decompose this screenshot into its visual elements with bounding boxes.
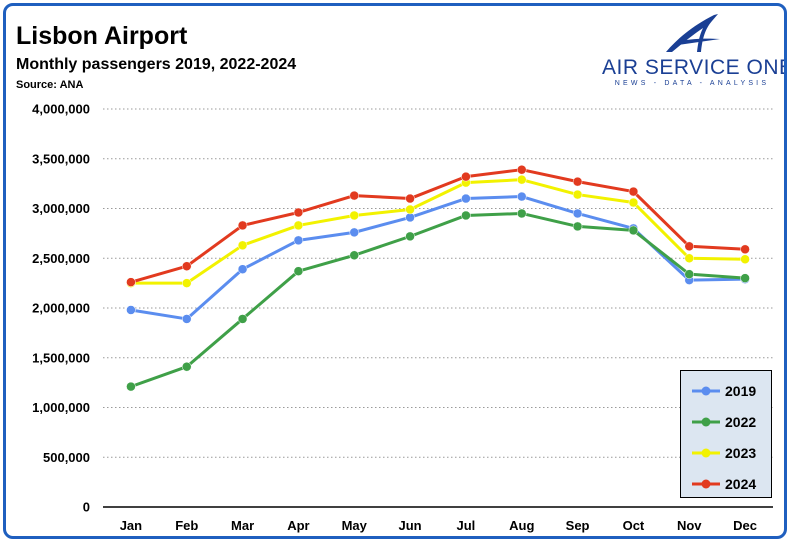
x-tick-label: Aug bbox=[509, 518, 534, 533]
y-tick-label: 500,000 bbox=[43, 450, 90, 465]
legend-item-2024: 2024 bbox=[691, 474, 771, 494]
data-point bbox=[684, 269, 694, 279]
x-tick-label: Jun bbox=[399, 518, 422, 533]
y-tick-label: 1,000,000 bbox=[32, 400, 90, 415]
data-point bbox=[628, 186, 639, 197]
stylized-a-plane-icon bbox=[666, 14, 720, 52]
data-point bbox=[182, 261, 192, 271]
x-tick-label: Feb bbox=[175, 518, 198, 533]
y-tick-label: 4,000,000 bbox=[32, 102, 90, 117]
legend-item-2019: 2019 bbox=[691, 381, 771, 401]
data-point bbox=[517, 164, 527, 175]
data-point bbox=[293, 220, 304, 231]
legend-swatch bbox=[692, 448, 720, 458]
y-tick-label: 3,500,000 bbox=[32, 151, 90, 166]
legend-label: 2023 bbox=[725, 445, 757, 461]
data-point bbox=[517, 208, 527, 219]
line-chart: 0 500,000 1,000,000 1,500,000 2,000,000 2,500… bbox=[32, 102, 773, 533]
series-2024 bbox=[126, 164, 750, 287]
data-point bbox=[684, 241, 694, 252]
x-axis-ticks: Jan Feb Mar Apr May Jun Jul Aug Sep Oct Nov Dec bbox=[120, 518, 757, 533]
data-point bbox=[126, 305, 136, 315]
data-point bbox=[293, 235, 304, 246]
data-point bbox=[461, 193, 471, 204]
x-tick-label: Oct bbox=[623, 518, 645, 533]
y-tick-label: 3,000,000 bbox=[32, 201, 90, 216]
data-point bbox=[237, 240, 248, 251]
y-tick-label: 1,500,000 bbox=[32, 350, 90, 365]
data-point bbox=[572, 176, 583, 187]
series-line-2023 bbox=[130, 178, 746, 285]
legend-item-2022: 2022 bbox=[691, 412, 771, 432]
data-point bbox=[293, 207, 304, 218]
x-tick-label: May bbox=[342, 518, 368, 533]
legend-label: 2019 bbox=[725, 383, 757, 399]
x-tick-label: Sep bbox=[566, 518, 590, 533]
x-tick-label: Nov bbox=[677, 518, 702, 533]
x-tick-label: Dec bbox=[733, 518, 757, 533]
data-point bbox=[740, 244, 750, 255]
data-point bbox=[572, 208, 583, 219]
data-point bbox=[405, 193, 415, 204]
series-line-2022 bbox=[130, 211, 746, 389]
x-tick-label: Mar bbox=[231, 518, 254, 533]
data-point bbox=[349, 190, 359, 201]
grid-lines bbox=[103, 108, 773, 458]
y-tick-label: 0 bbox=[83, 500, 90, 515]
data-point bbox=[405, 204, 415, 215]
data-point bbox=[126, 277, 136, 287]
data-point bbox=[572, 189, 583, 200]
data-point bbox=[740, 273, 750, 283]
chart-title: Lisbon Airport bbox=[16, 22, 188, 50]
data-point bbox=[628, 197, 639, 208]
data-point bbox=[182, 314, 192, 324]
brand-tagline: NEWS - DATA - ANALYSIS bbox=[614, 80, 770, 87]
legend: 2019 2022 2023 2024 bbox=[680, 370, 772, 498]
series-line-2024 bbox=[130, 168, 746, 284]
data-point bbox=[684, 253, 694, 263]
data-point bbox=[293, 266, 304, 276]
x-tick-label: Jan bbox=[120, 518, 142, 533]
data-point bbox=[740, 254, 750, 264]
series-2022 bbox=[126, 208, 750, 392]
chart-subtitle: Monthly passengers 2019, 2022-2024 bbox=[16, 56, 297, 73]
y-tick-label: 2,500,000 bbox=[32, 251, 90, 266]
data-point bbox=[572, 221, 583, 232]
data-point bbox=[349, 250, 359, 261]
data-point bbox=[237, 314, 248, 324]
data-point bbox=[517, 174, 527, 185]
legend-label: 2022 bbox=[725, 414, 757, 430]
data-point bbox=[182, 278, 192, 288]
legend-item-2023: 2023 bbox=[691, 443, 771, 463]
data-point bbox=[237, 220, 248, 231]
data-point bbox=[182, 361, 192, 372]
data-point bbox=[349, 227, 359, 238]
data-point bbox=[126, 381, 136, 392]
data-point bbox=[405, 231, 415, 242]
x-tick-label: Apr bbox=[287, 518, 309, 533]
data-point bbox=[517, 191, 527, 202]
data-point bbox=[461, 171, 471, 182]
brand-logo: AIR SERVICE ONE NEWS - DATA - ANALYSIS bbox=[602, 12, 787, 92]
data-point bbox=[461, 210, 471, 221]
chart-frame: Lisbon Airport Monthly passengers 2019, … bbox=[3, 3, 787, 539]
x-tick-label: Jul bbox=[457, 518, 476, 533]
data-point bbox=[628, 225, 639, 236]
data-point bbox=[349, 210, 359, 221]
chart-source: Source: ANA bbox=[16, 79, 84, 91]
y-tick-label: 2,000,000 bbox=[32, 301, 90, 316]
series-layer bbox=[126, 164, 750, 392]
legend-label: 2024 bbox=[725, 476, 757, 492]
legend-swatch bbox=[692, 386, 720, 396]
series-2023 bbox=[126, 174, 750, 288]
brand-name: AIR SERVICE ONE bbox=[602, 56, 787, 79]
y-axis-ticks: 0 500,000 1,000,000 1,500,000 2,000,000 2,500… bbox=[32, 102, 90, 515]
data-point bbox=[237, 264, 248, 274]
legend-swatch bbox=[692, 479, 720, 489]
legend-swatch bbox=[692, 417, 720, 427]
data-point bbox=[405, 212, 415, 223]
